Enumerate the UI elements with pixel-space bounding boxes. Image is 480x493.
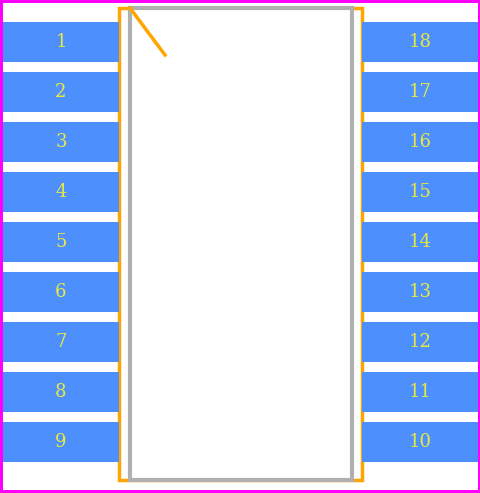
Text: 11: 11: [408, 383, 431, 401]
Text: 5: 5: [55, 233, 67, 251]
Text: 18: 18: [408, 33, 431, 51]
Text: 13: 13: [408, 283, 431, 301]
Text: 6: 6: [55, 283, 67, 301]
Text: 1: 1: [55, 33, 67, 51]
Bar: [361, 222, 477, 262]
Text: 15: 15: [408, 183, 431, 201]
Text: 14: 14: [408, 233, 431, 251]
Bar: [3, 422, 119, 462]
Bar: [361, 172, 477, 212]
Text: 12: 12: [408, 333, 431, 351]
Bar: [3, 322, 119, 362]
Bar: [3, 122, 119, 162]
Bar: [3, 272, 119, 312]
Text: 9: 9: [55, 433, 67, 451]
Bar: [3, 22, 119, 62]
Bar: [361, 72, 477, 112]
Text: 8: 8: [55, 383, 67, 401]
Text: 2: 2: [55, 83, 67, 101]
Bar: [3, 172, 119, 212]
Bar: [3, 222, 119, 262]
Bar: [130, 8, 351, 480]
Bar: [361, 322, 477, 362]
Bar: [119, 8, 361, 480]
Text: 4: 4: [55, 183, 67, 201]
Bar: [361, 22, 477, 62]
Text: 10: 10: [408, 433, 431, 451]
Bar: [361, 372, 477, 412]
Bar: [3, 72, 119, 112]
Bar: [361, 272, 477, 312]
Bar: [361, 422, 477, 462]
Text: 3: 3: [55, 133, 67, 151]
Bar: [3, 372, 119, 412]
Text: 17: 17: [408, 83, 431, 101]
Text: 7: 7: [55, 333, 67, 351]
Bar: [361, 122, 477, 162]
Text: 16: 16: [408, 133, 431, 151]
